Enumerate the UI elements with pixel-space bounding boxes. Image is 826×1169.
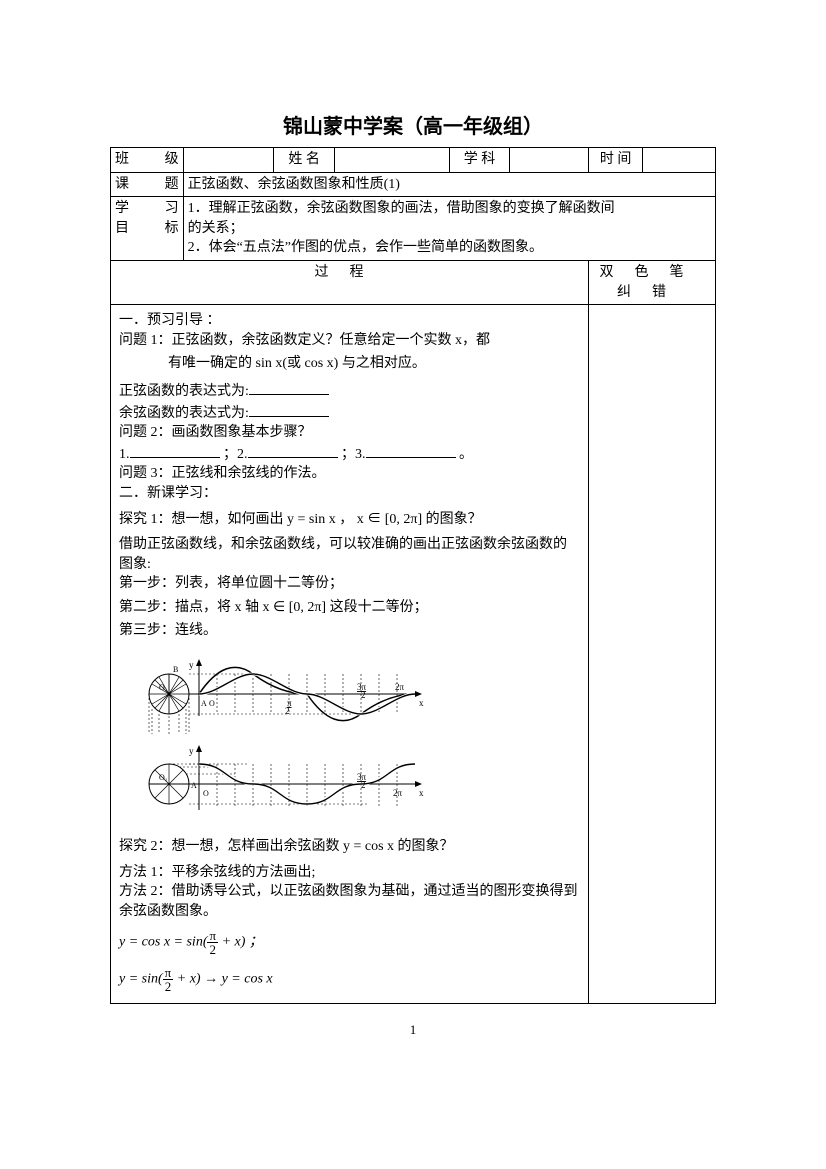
correction-column	[588, 305, 715, 1004]
content-row: 一．预习引导 ： 问题 1：正弦函数，余弦函数定义？任意给定一个实数 x，都 有…	[111, 305, 716, 1004]
svg-text:O: O	[209, 699, 215, 708]
svg-text:x: x	[419, 698, 424, 708]
q1-line-b: 有唯一确定的 sin x(或 cos x) 与之相对应。	[119, 354, 580, 374]
svg-text:2: 2	[285, 706, 290, 716]
q2: 问题 2：画函数图象基本步骤？	[119, 423, 580, 443]
goal-line2: 的关系；	[188, 221, 244, 236]
q2-blank1	[130, 443, 220, 458]
goal-label: 学 习 目 标	[111, 197, 184, 261]
formula2-pre: y = sin(	[119, 972, 163, 987]
svg-text:O₁: O₁	[159, 773, 168, 782]
method2: 方法 2：借助诱导公式，以正弦函数图象为基础，通过适当的图形变换得到余弦函数图象…	[119, 882, 580, 921]
svg-text:2π: 2π	[393, 788, 403, 798]
formula2-den: 2	[163, 980, 174, 993]
svg-text:2: 2	[361, 690, 366, 700]
para1: 借助正弦函数线，和余弦函数线，可以较准确的画出正弦函数余弦函数的图象:	[119, 535, 580, 574]
goal-value: 1．理解正弦函数，余弦函数图象的画法，借助图象的变换了解函数间 的关系； 2．体…	[183, 197, 715, 261]
formula1-pre: y = cos x = sin(	[119, 935, 207, 950]
subject-label: 学 科	[449, 148, 510, 173]
process-header-row: 过程 双色笔纠错	[111, 260, 716, 304]
q3: 问题 3：正弦线和余弦线的作法。	[119, 464, 580, 484]
svg-text:x: x	[419, 788, 424, 798]
svg-text:A: A	[201, 699, 207, 708]
sin-expr-blank	[249, 380, 329, 395]
page-title: 锦山蒙中学案（高一年级组）	[110, 110, 716, 139]
correction-label: 双色笔纠错	[588, 260, 715, 304]
goal-label-line2: 目 标	[115, 219, 179, 239]
header-row-1: 班 级 姓 名 学 科 时 间	[111, 148, 716, 173]
name-value	[334, 148, 449, 173]
lesson-plan-table: 班 级 姓 名 学 科 时 间 课 题 正弦函数、余弦函数图象和性质(1) 学 …	[110, 147, 716, 1004]
cos-expr-blank	[249, 402, 329, 417]
goal-line1: 1．理解正弦函数，余弦函数图象的画法，借助图象的变换了解函数间	[188, 201, 615, 216]
class-label: 班 级	[111, 148, 184, 173]
time-label: 时 间	[588, 148, 642, 173]
q1-line-a: 问题 1：正弦函数，余弦函数定义？任意给定一个实数 x，都	[119, 331, 580, 351]
formula2: y = sin(π2 + x) → y = cos x	[119, 966, 580, 993]
q2-p3: ；3.	[341, 447, 366, 462]
explore1: 探究 1：想一想，如何画出 y = sin x ， x ∈ [0, 2π] 的图…	[119, 510, 580, 530]
main-content: 一．预习引导 ： 问题 1：正弦函数，余弦函数定义？任意给定一个实数 x，都 有…	[111, 305, 589, 1004]
svg-text:O: O	[203, 789, 209, 798]
svg-text:2π: 2π	[395, 682, 405, 692]
page-number: 1	[110, 1022, 716, 1038]
cos-expr-line: 余弦函数的表达式为:	[119, 402, 580, 424]
section2-title: 二．新课学习：	[119, 484, 580, 504]
method1: 方法 1：平移余弦线的方法画出;	[119, 863, 580, 883]
section1-title: 一．预习引导 ：	[119, 311, 580, 331]
step1: 第一步：列表，将单位圆十二等份；	[119, 574, 580, 594]
topic-value: 正弦函数、余弦函数图象和性质(1)	[183, 172, 715, 197]
header-row-topic: 课 题 正弦函数、余弦函数图象和性质(1)	[111, 172, 716, 197]
svg-text:A: A	[191, 781, 197, 790]
explore2: 探究 2：想一想，怎样画出余弦函数 y = cos x 的图象？	[119, 837, 580, 857]
sine-cosine-figure: B O₁ y x A O	[129, 649, 580, 829]
subject-value	[510, 148, 589, 173]
formula2-num: π	[163, 966, 174, 980]
header-row-goals: 学 习 目 标 1．理解正弦函数，余弦函数图象的画法，借助图象的变换了解函数间 …	[111, 197, 716, 261]
class-value	[183, 148, 274, 173]
formula1-post: + x) ；	[218, 935, 263, 950]
formula1-den: 2	[207, 943, 218, 956]
formula2-post: + x) → y = cos x	[173, 972, 272, 987]
sin-expr-label: 正弦函数的表达式为:	[119, 384, 249, 399]
svg-text:O₁: O₁	[159, 683, 168, 692]
q2-blank3	[366, 443, 456, 458]
goal-line3: 2．体会“五点法”作图的优点，会作一些简单的函数图象。	[188, 240, 543, 255]
step3: 第三步：连线。	[119, 621, 580, 641]
process-label: 过程	[111, 260, 589, 304]
svg-text:y: y	[189, 746, 194, 756]
q2-p1: 1.	[119, 447, 130, 462]
step2: 第二步：描点，将 x 轴 x ∈ [0, 2π] 这段十二等份；	[119, 598, 580, 618]
name-label: 姓 名	[274, 148, 335, 173]
sin-expr-line: 正弦函数的表达式为:	[119, 380, 580, 402]
topic-label: 课 题	[111, 172, 184, 197]
svg-text:B: B	[173, 665, 178, 674]
formula1-num: π	[207, 929, 218, 943]
q2-blank2	[248, 443, 338, 458]
q2-suffix: 。	[459, 447, 473, 462]
time-value	[643, 148, 716, 173]
q2-p2: ；2.	[223, 447, 248, 462]
cos-expr-label: 余弦函数的表达式为:	[119, 406, 249, 421]
formula1: y = cos x = sin(π2 + x) ；	[119, 929, 580, 956]
svg-text:y: y	[189, 660, 194, 670]
goal-label-line1: 学 习	[115, 199, 179, 219]
q2-items: 1. ；2. ；3. 。	[119, 443, 580, 465]
svg-text:2: 2	[361, 780, 366, 790]
